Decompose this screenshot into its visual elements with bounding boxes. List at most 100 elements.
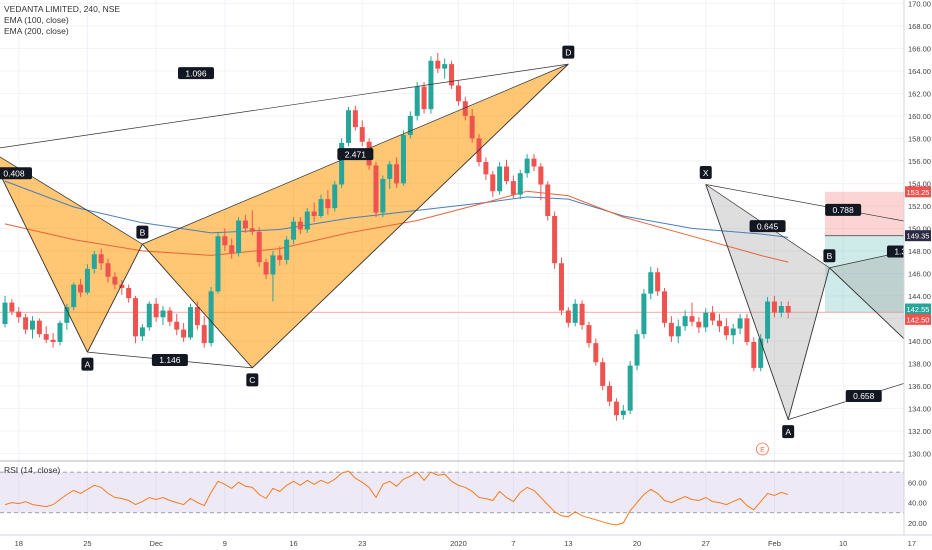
candle-body [133,298,139,337]
candle [579,300,585,330]
price-tag-text: 142.55 [907,305,930,314]
price-tag-text: 142.50 [907,315,930,324]
price-tick-label: 152.00 [908,202,931,211]
candle-body [263,262,269,275]
candle-body [613,401,619,416]
candle [510,175,516,198]
candle [586,321,592,348]
ratio-label-ac: 0.658 [845,390,882,402]
candle-body [284,239,290,260]
candle-body [222,236,228,246]
price-tick-label: 164.00 [908,67,931,76]
time-tick-label: 13 [564,539,572,548]
price-tag-bg [905,313,931,325]
candle-body [751,342,757,368]
candle-body [105,263,111,277]
candle [215,231,221,294]
price-tick-label: 136.00 [908,382,931,391]
candle-body [229,245,235,254]
candle-body [43,334,49,340]
candle [139,324,145,341]
candle [325,190,331,215]
candle [730,324,736,345]
ratio-label-bg [0,167,32,180]
candle [352,105,358,131]
candle-body [607,385,613,402]
candle [689,302,695,327]
ratio-label-xd: 1.096 [178,67,214,80]
elliott-wave-circle [756,442,769,456]
time-tick-label: 10 [839,539,847,548]
candle-body [778,306,784,313]
time-tick-label: 20 [633,539,641,548]
price-tick-label: 140.00 [908,337,931,346]
point-label-bg [823,249,836,263]
ratio-label-text: 0.788 [832,205,854,215]
candle-body [29,320,35,330]
point-label-text: X [703,168,709,178]
candle [263,258,269,279]
candle-body [187,307,193,338]
candle-body [249,228,255,232]
point-label-bg [782,425,795,439]
candle-body [517,173,523,195]
bearish-bat-ratio-xb [0,156,143,245]
candle-body [208,291,214,344]
price-tick-label: 154.00 [908,179,931,188]
candle [167,307,173,327]
ratio-label-bg [151,354,188,366]
ratio-label-bd: 2.471 [337,148,374,161]
candle-body [716,320,722,327]
candle [181,322,187,342]
candle [455,81,461,106]
bearish-bat-leg-xa [0,173,88,353]
candle-body [146,303,152,328]
price-tick-label: 162.00 [908,89,931,98]
candle-body [758,338,764,368]
candle-body [153,303,159,318]
candle-body [414,86,420,116]
candle [682,310,688,331]
candle-body [256,231,262,263]
candle-body [339,142,345,185]
candle [634,329,640,371]
candle-body [167,310,173,322]
candle-body [490,174,496,192]
candle-body [785,306,791,313]
time-tick-label: 7 [511,539,515,548]
price-axis[interactable]: 170.00 168.00 166.00 164.00 162.00 160.00 158.… [903,0,932,535]
candle [620,405,626,420]
point-label-bg [136,225,149,239]
price-tag-text: 149.35 [907,232,930,241]
time-tick-label: Feb [768,539,781,548]
candle [421,82,427,114]
candle-body [119,284,125,288]
price-tick-label: 170.00 [908,0,931,8]
chart-legend: VEDANTA LIMITED, 240, NSE EMA (100, clos… [4,4,120,37]
candle [765,297,771,344]
time-axis[interactable]: 1825Dec9162320207132027Feb101724Mar [0,534,932,548]
bearish-bat-leg-bc [142,243,253,369]
ratio-label-text: 0.645 [757,221,779,231]
point-label-bg [246,373,259,387]
candle [311,202,317,222]
candle [524,154,530,178]
candle [407,111,413,139]
candle-body [744,318,750,342]
candle-body [91,254,97,269]
candle-body [579,303,585,326]
candle-body [194,307,200,326]
candle-body [655,272,661,292]
price-tag: 153.25 [905,186,931,198]
candle [229,238,235,259]
point-label-text: C [249,375,255,385]
candle [29,316,35,339]
candle-body [23,317,29,330]
candle-body [668,322,674,337]
candle-body [112,276,118,285]
time-tick-label: 27 [702,539,710,548]
candle [627,361,633,414]
price-tag-bg [905,303,931,315]
candle [744,313,750,346]
